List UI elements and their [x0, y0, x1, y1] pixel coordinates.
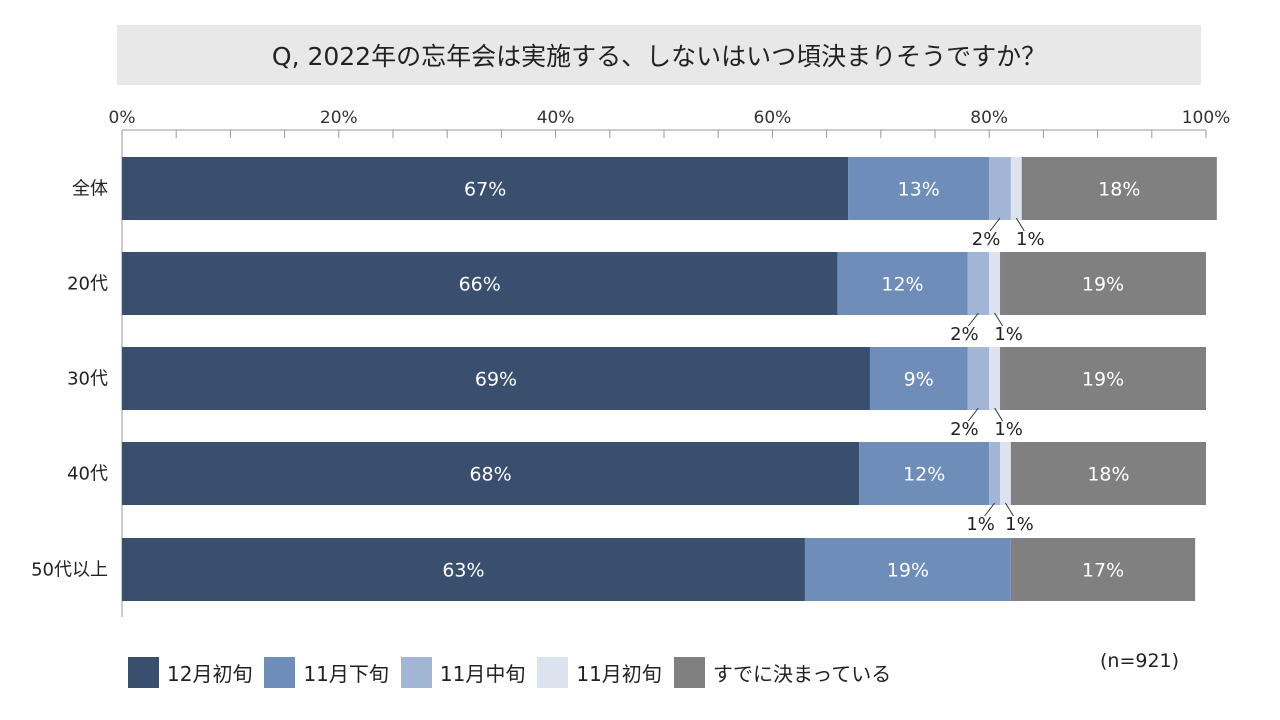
legend-swatch: [537, 657, 569, 688]
bar-segment: [122, 157, 849, 220]
legend-label: すでに決まっている: [712, 662, 892, 686]
legend: 12月初旬 11月下旬 11月中旬 11月初旬 すでに決まっている: [128, 657, 903, 688]
bar-segment: [989, 252, 1001, 315]
callout-leader: [989, 217, 1001, 232]
bar-segment: [967, 347, 990, 410]
x-tick-label: 0%: [109, 108, 136, 128]
legend-label: 11月中旬: [439, 662, 526, 686]
callout-leader: [994, 312, 1004, 327]
data-label: 67%: [464, 179, 506, 201]
callout-leader: [984, 502, 996, 517]
callout-leader: [967, 312, 979, 327]
bar-segment: [1000, 252, 1206, 315]
legend-item: 11月初旬: [537, 657, 662, 688]
data-label: 63%: [442, 560, 484, 582]
legend-item: 11月中旬: [400, 657, 526, 688]
legend-item: 11月下旬: [264, 657, 389, 688]
data-label: 1%: [994, 324, 1023, 345]
bar-segment: [1010, 538, 1196, 601]
legend-item: すでに決まっている: [673, 657, 892, 688]
data-label: 12%: [881, 274, 923, 296]
bar-segment: [1021, 157, 1217, 220]
legend-swatch: [128, 657, 159, 688]
bar-segment: [1000, 442, 1011, 505]
category-label: 30代: [67, 369, 108, 390]
bar-segment: [122, 538, 805, 601]
x-tick-label: 80%: [970, 108, 1008, 128]
data-label: 17%: [1082, 560, 1124, 582]
data-label: 13%: [898, 179, 940, 201]
x-tick-label: 100%: [1182, 108, 1231, 128]
bar-segment: [989, 347, 1001, 410]
data-label: 9%: [904, 369, 934, 391]
data-label: 68%: [469, 464, 511, 486]
data-label: 2%: [950, 324, 979, 345]
data-label: 1%: [966, 514, 995, 535]
data-label: 19%: [887, 560, 929, 582]
bar-segment: [989, 442, 1001, 505]
sample-size-note: (n=921): [1100, 650, 1180, 672]
bar-segment: [848, 157, 990, 220]
bar-segment: [122, 347, 870, 410]
bar-segment: [837, 252, 968, 315]
legend-label: 11月初旬: [576, 662, 662, 686]
bar-segment: [122, 442, 860, 505]
bar-segment: [989, 157, 1011, 220]
category-label: 全体: [72, 179, 108, 200]
data-label: 66%: [459, 274, 501, 296]
bar-segment: [1000, 347, 1206, 410]
legend-item: 12月初旬: [128, 657, 252, 688]
category-label: 20代: [67, 274, 108, 295]
chart-title: Q, 2022年の忘年会は実施する、しないはいつ頃決まりそうですか？: [117, 25, 1201, 85]
data-label: 19%: [1082, 274, 1124, 296]
data-label: 1%: [1016, 229, 1045, 250]
bar-segment: [869, 347, 968, 410]
bar-segment: [1010, 442, 1206, 505]
x-tick-label: 20%: [320, 108, 358, 128]
bar-segment: [122, 252, 838, 315]
data-label: 69%: [475, 369, 517, 391]
data-label: 1%: [994, 419, 1023, 440]
legend-label: 12月初旬: [167, 662, 253, 686]
category-label: 50代以上: [31, 560, 108, 581]
data-label: 2%: [972, 229, 1001, 250]
legend-label: 11月下旬: [303, 662, 389, 686]
callout-leader: [994, 407, 1004, 422]
x-tick-label: 40%: [537, 108, 575, 128]
callout-leader: [1015, 217, 1025, 232]
callout-leader: [1005, 502, 1014, 517]
bar-segment: [859, 442, 990, 505]
bar-segment: [804, 538, 1011, 601]
legend-swatch: [673, 657, 705, 688]
data-label: 1%: [1005, 514, 1034, 535]
data-label: 18%: [1087, 464, 1129, 486]
x-tick-label: 60%: [754, 108, 792, 128]
legend-swatch: [264, 657, 296, 688]
callout-leader: [967, 407, 979, 422]
bar-segment: [967, 252, 990, 315]
bar-segment: [1010, 157, 1022, 220]
data-label: 18%: [1098, 179, 1140, 201]
category-label: 40代: [67, 464, 108, 485]
legend-swatch: [400, 657, 432, 688]
data-label: 19%: [1082, 369, 1124, 391]
data-label: 12%: [903, 464, 945, 486]
data-label: 2%: [950, 419, 979, 440]
